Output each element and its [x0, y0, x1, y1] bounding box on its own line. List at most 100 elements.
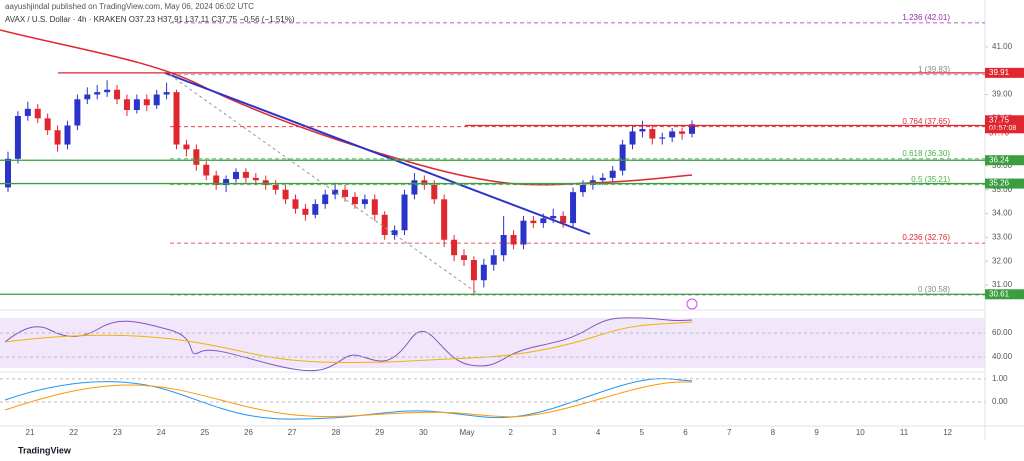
candle-body	[381, 214, 388, 235]
candle-body	[401, 194, 408, 231]
x-tick-label: 12	[943, 428, 952, 437]
event-icon	[686, 298, 698, 310]
candle-body	[451, 239, 458, 256]
candle-body	[94, 92, 101, 95]
candle-body	[183, 144, 190, 150]
signal-line	[4, 381, 693, 418]
x-tick-label: 23	[113, 428, 122, 437]
candle-body	[629, 131, 636, 145]
candle-body	[54, 130, 61, 145]
candle-body	[520, 220, 527, 245]
brand: TradingView	[18, 445, 72, 455]
symbol-legend: AVAX / U.S. Dollar · 4h · KRAKEN O37.23 …	[5, 15, 295, 24]
x-tick-label: 9	[814, 428, 819, 437]
price-tag-label: 37.70	[989, 129, 1010, 138]
y-tick-label: 39.00	[992, 90, 1013, 99]
y-tick-label: 0.00	[992, 397, 1008, 406]
rsi-average	[4, 321, 693, 364]
candle-body	[500, 235, 507, 256]
x-tick-label: 8	[771, 428, 776, 437]
candle-body	[143, 99, 150, 106]
trend-line	[164, 72, 591, 235]
candle-body	[123, 99, 130, 110]
x-tick-label: 7	[727, 428, 732, 437]
x-tick-label: 29	[375, 428, 384, 437]
price-tag-label: 39.91	[989, 68, 1010, 77]
macd-line	[4, 378, 693, 420]
y-tick-label: 35.00	[992, 185, 1013, 194]
candle-body	[480, 264, 487, 281]
candle-body	[104, 89, 111, 93]
y-tick-label: 36.00	[992, 161, 1013, 170]
y-tick-label: 34.00	[992, 209, 1013, 218]
x-tick-label: May	[459, 428, 474, 437]
candle-body	[461, 255, 467, 260]
x-tick-label: 3	[552, 428, 557, 437]
y-tick-label: 1.00	[992, 374, 1008, 383]
candle-body	[262, 180, 269, 185]
candle-body	[74, 99, 81, 126]
candle-body	[252, 177, 259, 181]
y-tick-label: 40.00	[992, 352, 1013, 361]
candle-body	[560, 215, 567, 224]
candle-body	[203, 164, 210, 176]
candle-body	[163, 92, 170, 95]
candle-body	[421, 180, 428, 185]
candle-body	[579, 185, 586, 193]
candle-body	[391, 230, 398, 235]
x-tick-label: 2	[508, 428, 513, 437]
candle-body	[669, 131, 676, 138]
candle-body	[233, 171, 239, 180]
candle-body	[322, 194, 329, 205]
candle-body	[649, 129, 656, 139]
x-tick-label: 28	[331, 428, 340, 437]
x-tick-label: 24	[157, 428, 166, 437]
candle-body	[540, 218, 547, 224]
marks	[5, 80, 695, 295]
candle-body	[282, 189, 289, 200]
candle-body	[44, 118, 51, 131]
x-tick-label: 22	[69, 428, 78, 437]
candle-body	[312, 204, 319, 215]
y-tick-label: 60.00	[992, 328, 1013, 337]
rsi-line	[4, 317, 693, 372]
candle-body	[490, 255, 497, 265]
price-tag-label: 35.26	[989, 179, 1010, 188]
candle-body	[14, 115, 21, 159]
candle-body	[193, 149, 200, 165]
candle-body	[34, 108, 41, 119]
candle-body	[619, 144, 626, 171]
candle-body	[173, 92, 180, 145]
price-tag-label: 36.24	[989, 155, 1010, 164]
y-tick-label: 33.00	[992, 232, 1013, 241]
candle-body	[530, 220, 537, 224]
candle-body	[570, 192, 577, 224]
candle-body	[24, 108, 31, 116]
candle-body	[470, 260, 477, 281]
candle-body	[153, 94, 160, 106]
header-title: aayushjindal published on TradingView.co…	[5, 2, 254, 11]
x-tick-label: 11	[900, 428, 909, 437]
candle-body	[332, 189, 339, 195]
candle-body	[550, 215, 557, 219]
candle-body	[510, 235, 517, 245]
price-tag	[985, 67, 1024, 78]
candle-body	[599, 177, 606, 181]
price-tag	[985, 178, 1024, 189]
y-tick-label: 41.00	[992, 42, 1013, 51]
x-tick-label: 5	[640, 428, 645, 437]
x-tick-label: 26	[244, 428, 253, 437]
candle-body	[441, 199, 448, 240]
candle-body	[272, 185, 279, 190]
x-tick-label: 4	[596, 428, 601, 437]
candle-body	[213, 175, 220, 185]
candle-body	[679, 131, 686, 134]
price-tag	[985, 115, 1024, 134]
candle-body	[609, 170, 616, 178]
candle-body	[114, 89, 121, 100]
x-tick-label: 10	[856, 428, 865, 437]
candle-body	[411, 180, 418, 195]
y-tick-label: 31.00	[992, 280, 1013, 289]
